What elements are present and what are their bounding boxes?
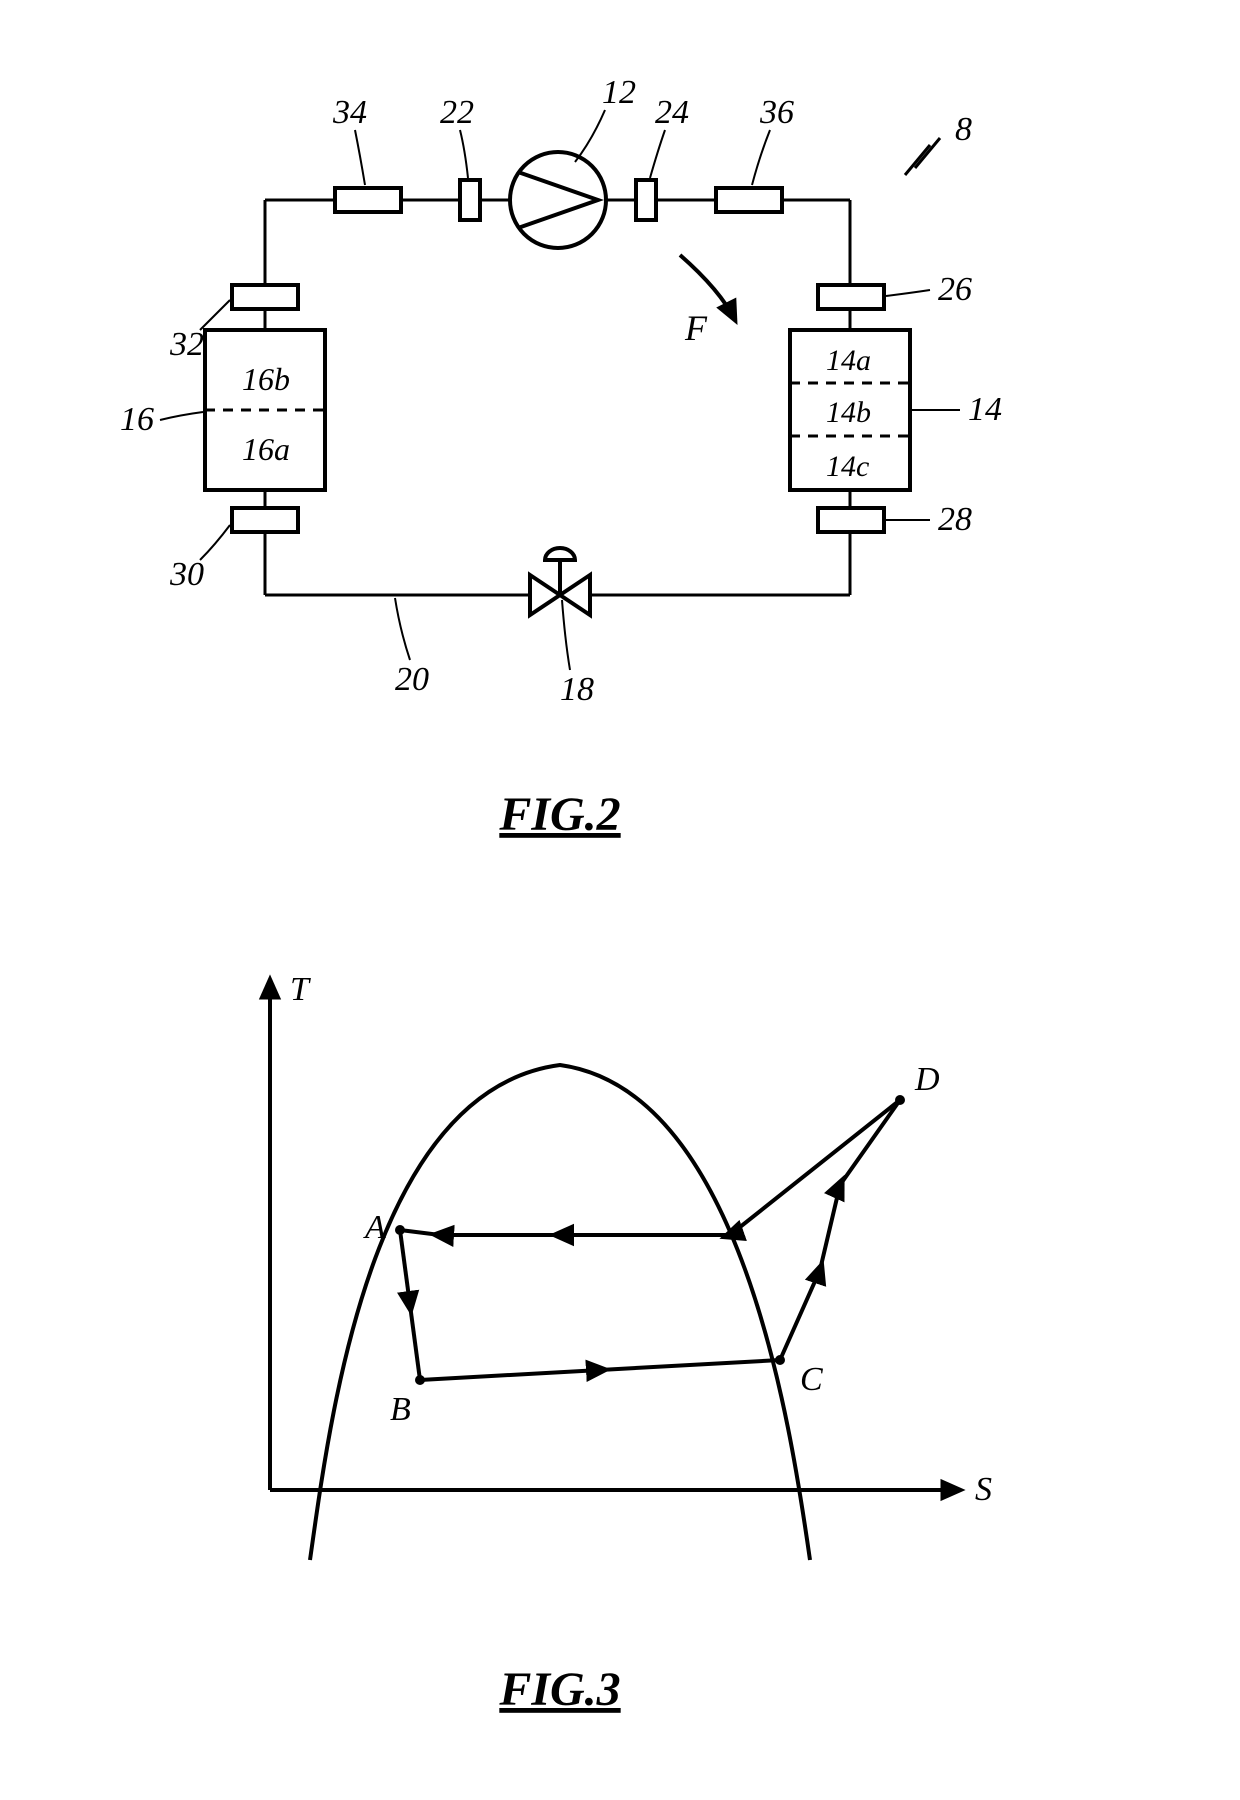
label-16: 16: [120, 401, 154, 438]
label-34: 34: [332, 94, 367, 131]
point-B: [415, 1375, 425, 1385]
sensor-24: [636, 180, 656, 220]
label-16b: 16b: [242, 361, 290, 397]
label-30: 30: [169, 556, 204, 593]
label-36: 36: [759, 94, 794, 131]
label-14a: 14a: [826, 344, 871, 377]
point-D: [895, 1095, 905, 1105]
label-12: 12: [602, 74, 636, 111]
label-14b: 14b: [826, 396, 871, 429]
label-16a: 16a: [242, 431, 290, 467]
label-26: 26: [938, 271, 972, 308]
callout-8: 8: [905, 111, 972, 175]
label-20: 20: [395, 661, 429, 698]
axis-label-T: T: [290, 971, 311, 1008]
expansion-valve: [530, 548, 590, 615]
label-32: 32: [169, 326, 204, 363]
label-A: A: [363, 1209, 386, 1246]
cycle-path: [400, 1100, 900, 1380]
sensor-36: [716, 188, 782, 212]
sensor-22: [460, 180, 480, 220]
figure-2: 16b 16a 14a 14b 14c 8 12: [120, 74, 1002, 841]
compressor: [510, 152, 606, 248]
label-F: F: [684, 308, 708, 348]
label-14: 14: [968, 391, 1002, 428]
label-8: 8: [955, 111, 972, 148]
label-24: 24: [655, 94, 689, 131]
label-28: 28: [938, 501, 972, 538]
sensor-26: [818, 285, 884, 309]
sensor-32: [232, 285, 298, 309]
drawing-canvas: 16b 16a 14a 14b 14c 8 12: [0, 0, 1240, 1800]
sensor-30: [232, 508, 298, 532]
label-B: B: [390, 1391, 411, 1428]
label-18: 18: [560, 671, 594, 708]
evaporator-16: 16b 16a: [205, 330, 325, 490]
point-C: [775, 1355, 785, 1365]
label-C: C: [800, 1361, 823, 1398]
point-A: [395, 1225, 405, 1235]
label-14c: 14c: [826, 450, 869, 483]
label-D: D: [914, 1061, 940, 1098]
sensor-28: [818, 508, 884, 532]
label-22: 22: [440, 94, 474, 131]
saturation-dome: [310, 1065, 810, 1560]
figure-3: T S A B C D FIG.3: [270, 971, 992, 1716]
fig2-caption: FIG.2: [498, 788, 620, 841]
condenser-14: 14a 14b 14c: [790, 330, 910, 490]
axis-label-S: S: [975, 1471, 992, 1508]
fig3-caption: FIG.3: [498, 1663, 620, 1716]
sensor-34: [335, 188, 401, 212]
